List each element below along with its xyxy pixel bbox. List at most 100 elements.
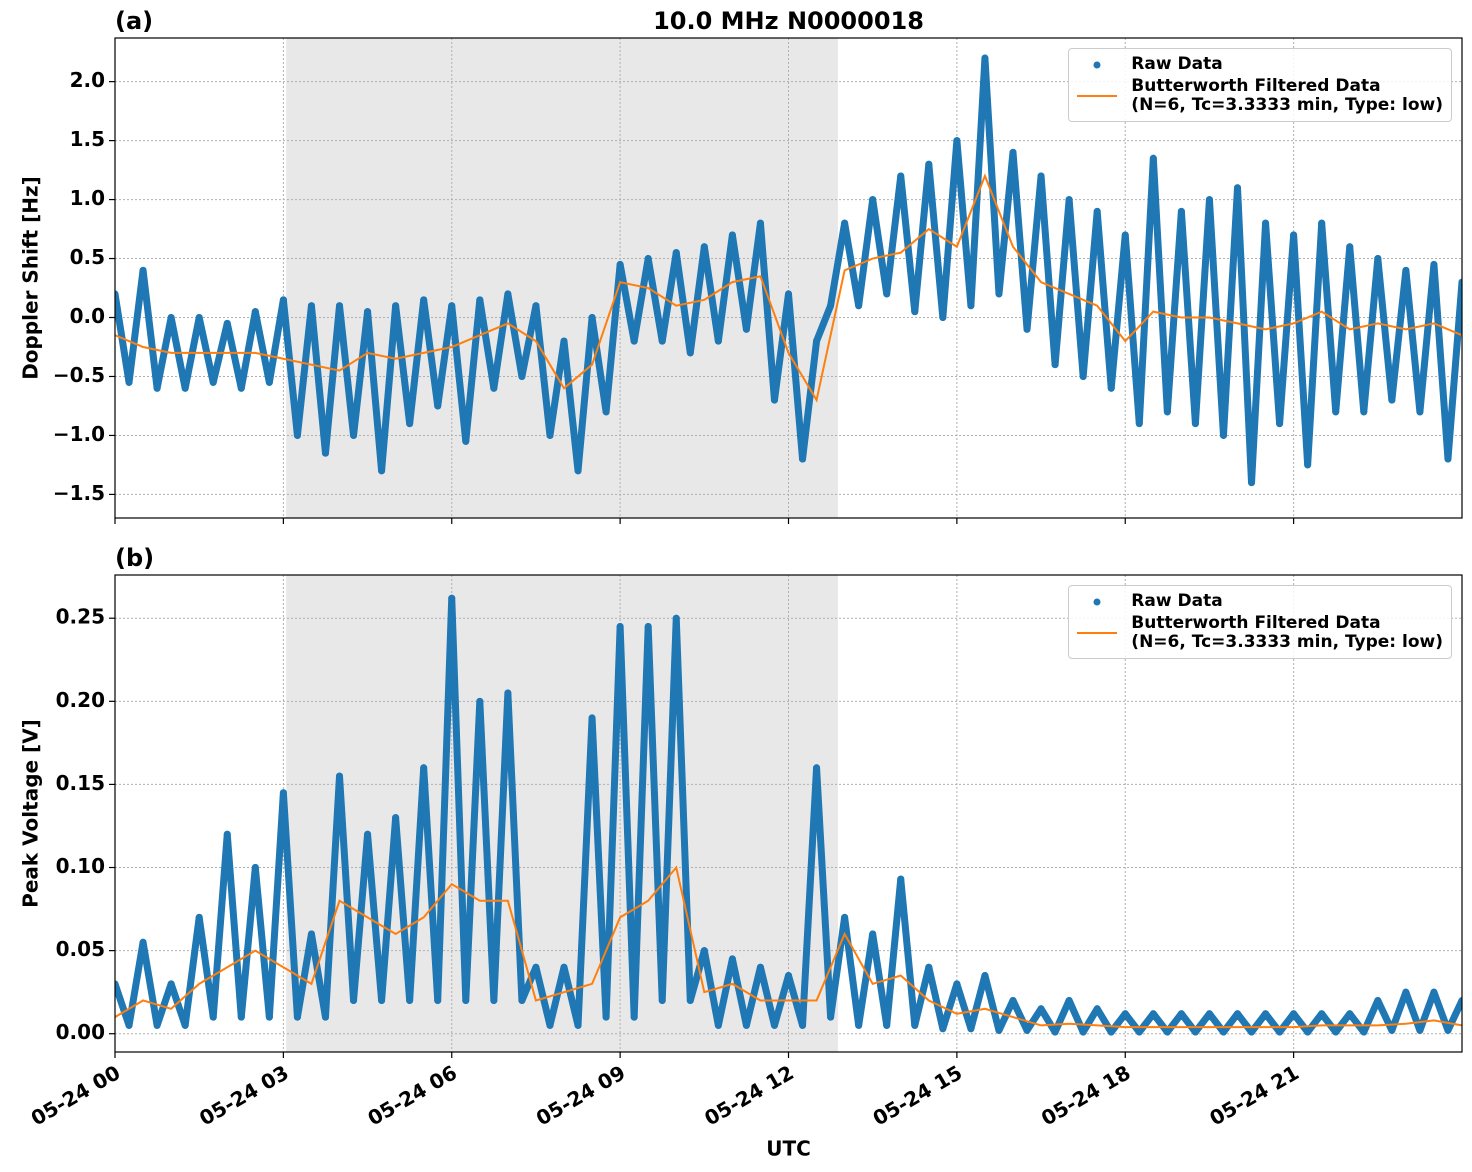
raw-point: [1332, 408, 1340, 416]
raw-point: [406, 420, 414, 428]
raw-point: [1149, 1010, 1157, 1018]
raw-point: [153, 384, 161, 392]
raw-point: [813, 764, 821, 772]
raw-point: [883, 290, 891, 298]
raw-point: [1346, 243, 1354, 251]
raw-point: [742, 1021, 750, 1029]
legend-entry: Raw Data: [1077, 592, 1443, 612]
raw-point: [546, 431, 554, 439]
raw-point: [1135, 420, 1143, 428]
raw-point: [785, 972, 792, 980]
raw-point: [364, 308, 372, 316]
raw-point: [1121, 1010, 1129, 1018]
y-tick-label: 0.15: [56, 771, 105, 795]
raw-point: [237, 1013, 245, 1021]
raw-point: [209, 1013, 217, 1021]
legend-entry: Butterworth Filtered Data (N=6, Tc=3.333…: [1077, 77, 1443, 115]
raw-point: [1318, 219, 1326, 227]
legend-symbol: [1093, 598, 1101, 606]
raw-point: [1234, 184, 1241, 192]
raw-point: [251, 308, 259, 316]
raw-point: [1219, 431, 1227, 439]
legend-label: Raw Data: [1131, 591, 1223, 611]
panel-label: (a): [115, 7, 153, 35]
raw-point: [139, 938, 147, 946]
raw-point: [925, 160, 933, 168]
raw-point: [841, 219, 849, 227]
raw-point: [504, 290, 512, 298]
raw-point: [336, 302, 343, 310]
y-tick-label: −1.0: [53, 422, 105, 446]
raw-point: [560, 963, 568, 971]
raw-point: [1177, 1010, 1185, 1018]
raw-point: [1290, 231, 1298, 239]
raw-point: [1402, 266, 1410, 274]
legend-entry: Raw Data: [1077, 55, 1443, 75]
raw-point: [1135, 1028, 1143, 1036]
raw-point: [125, 1021, 133, 1029]
raw-point: [672, 249, 680, 257]
raw-point: [799, 455, 807, 463]
legend: Raw Data Butterworth Filtered Data (N=6, …: [1068, 585, 1452, 659]
legend: Raw Data Butterworth Filtered Data (N=6, …: [1068, 48, 1452, 122]
legend-entry: Butterworth Filtered Data (N=6, Tc=3.333…: [1077, 614, 1443, 652]
raw-point: [1248, 479, 1256, 487]
raw-point: [1107, 1028, 1115, 1036]
raw-point: [939, 314, 947, 322]
raw-point: [1037, 172, 1045, 180]
y-tick-label: 2.0: [70, 68, 105, 92]
raw-point: [1262, 1010, 1270, 1018]
raw-point: [1163, 1028, 1171, 1036]
panel-label: (b): [115, 544, 154, 572]
raw-point: [1234, 1010, 1241, 1018]
legend-label: Butterworth Filtered Data (N=6, Tc=3.333…: [1131, 76, 1443, 115]
y-tick-label: 0.05: [56, 937, 105, 961]
x-tick-label: 05-24 21: [1205, 1060, 1303, 1130]
raw-point: [1065, 996, 1073, 1004]
raw-point: [1318, 1010, 1326, 1018]
x-tick-label: 05-24 03: [195, 1060, 293, 1130]
raw-point: [1374, 255, 1382, 263]
raw-point: [1177, 207, 1185, 215]
x-tick-label: 05-24 06: [363, 1060, 461, 1130]
plot-area: [115, 594, 1462, 1036]
raw-point: [588, 714, 596, 722]
raw-point: [827, 302, 835, 310]
raw-point: [939, 1025, 947, 1033]
raw-point: [1458, 278, 1462, 286]
raw-point: [1079, 372, 1087, 380]
raw-point: [602, 1013, 610, 1021]
legend-symbol: [1077, 632, 1118, 634]
raw-point: [574, 1021, 582, 1029]
raw-point: [1262, 219, 1270, 227]
raw-point: [434, 996, 442, 1004]
raw-point: [1121, 231, 1129, 239]
raw-point: [504, 689, 512, 697]
raw-point: [630, 337, 638, 345]
raw-point: [293, 1013, 301, 1021]
raw-point: [785, 290, 792, 298]
raw-point: [728, 955, 736, 963]
raw-point: [209, 378, 217, 386]
legend-symbol: [1093, 61, 1101, 69]
y-tick-label: 0.0: [70, 304, 105, 328]
raw-point: [462, 437, 470, 445]
raw-point: [518, 996, 526, 1004]
raw-point: [1023, 325, 1031, 333]
raw-point: [1276, 420, 1284, 428]
y-tick-label: 0.00: [56, 1020, 105, 1044]
raw-point: [827, 1013, 835, 1021]
raw-point: [237, 384, 245, 392]
raw-point: [602, 408, 610, 416]
raw-point: [1065, 196, 1073, 204]
raw-point: [770, 396, 778, 404]
raw-point: [995, 290, 1003, 298]
raw-point: [841, 913, 849, 921]
raw-point: [1051, 361, 1059, 369]
x-tick-label: 05-24 18: [1037, 1060, 1135, 1130]
raw-point: [728, 231, 736, 239]
y-axis-label: Peak Voltage [V]: [19, 719, 43, 908]
raw-point: [293, 431, 301, 439]
raw-point: [1430, 988, 1438, 996]
x-tick-label: 05-24 00: [27, 1060, 125, 1130]
